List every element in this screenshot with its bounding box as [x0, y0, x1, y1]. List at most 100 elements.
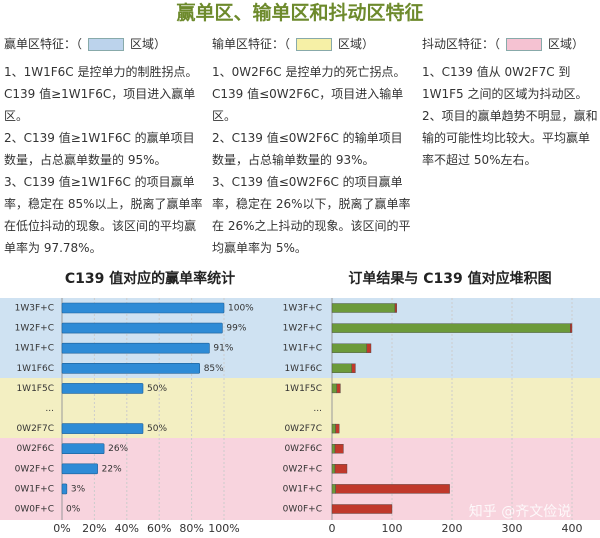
bar [61, 423, 144, 434]
bar-segment [331, 363, 352, 373]
bar-segment [331, 423, 336, 434]
zone-suffix: 区域） [548, 37, 585, 51]
bar-segment [331, 444, 336, 454]
x-tick-label: 300 [502, 522, 523, 535]
bar-segment [336, 383, 341, 394]
y-tick-label: 1W1F+C [283, 344, 322, 354]
bar-segment [331, 484, 336, 494]
x-tick-label: 400 [562, 522, 583, 535]
y-tick-label: ... [313, 404, 322, 414]
bar-segment [331, 343, 367, 353]
bar-segment [331, 464, 336, 474]
zone-column: 抖动区特征：（ 区域） 1、C139 值从 0W2F7C 到 1W1F5 之间的区域… [422, 33, 598, 171]
bar-segment [331, 303, 396, 313]
value-label: 91% [213, 344, 233, 354]
bar [61, 443, 105, 455]
bar [61, 463, 98, 475]
zone-swatch [296, 38, 333, 51]
x-tick-label: 20% [82, 522, 106, 535]
bar [61, 342, 210, 354]
x-tick-label: 60% [147, 522, 171, 535]
value-label: 26% [108, 444, 128, 454]
zone-item: 1、1W1F6C 是控单力的制胜拐点。C139 值≥1W1F6C，项目进入赢单区… [4, 65, 198, 123]
chart-title: 订单结果与 C139 值对应堆积图 [348, 270, 551, 287]
zone-label: 赢单区特征：（ [4, 37, 83, 51]
zone-item: 3、C139 值≥1W1F6C 的项目赢单率，稳定在 85%以上，脱离了赢单率在… [4, 175, 203, 255]
bar-segment [351, 363, 356, 373]
zone-header: 赢单区特征：（ 区域） [4, 33, 204, 55]
bar-segment [335, 484, 450, 494]
y-tick-label: 1W3F+C [15, 304, 54, 314]
bar-segment [570, 323, 573, 333]
y-tick-label: 0W0F+C [283, 505, 322, 515]
zone-item: 1、0W2F6C 是控单力的死亡拐点。C139 值≤0W2F6C，项目进入输单区… [212, 65, 406, 123]
y-tick-label: 0W2F7C [284, 424, 322, 434]
y-tick-label: 1W2F+C [283, 324, 322, 334]
value-label: 22% [102, 464, 122, 474]
y-tick-label: 0W0F+C [15, 505, 54, 515]
y-tick-label: 1W1F5C [284, 384, 322, 394]
watermark: 知乎 @齐文俭说 [469, 503, 571, 520]
x-tick-label: 40% [115, 522, 139, 535]
zone-label: 抖动区特征：（ [422, 37, 501, 51]
y-tick-label: 1W3F+C [283, 304, 322, 314]
bar-segment [394, 303, 397, 313]
y-tick-label: 0W2F+C [283, 464, 322, 474]
value-label: 100% [228, 304, 254, 314]
bar-segment [331, 504, 393, 514]
zone-suffix: 区域） [338, 37, 375, 51]
y-tick-label: 1W1F6C [16, 364, 54, 374]
y-tick-label: 1W1F6C [284, 364, 322, 374]
zone-column: 输单区特征：（ 区域） 1、0W2F6C 是控单力的死亡拐点。C139 值≤0W2F… [212, 33, 412, 259]
y-tick-label: 1W1F+C [15, 344, 54, 354]
zone-suffix: 区域） [130, 37, 167, 51]
value-label: 85% [204, 364, 224, 374]
bar-segment [331, 383, 338, 394]
bar-segment [366, 343, 372, 353]
x-tick-label: 100 [382, 522, 403, 535]
bar-segment [334, 464, 348, 474]
y-tick-label: 1W2F+C [15, 324, 54, 334]
zone-header: 输单区特征：（ 区域） [212, 33, 412, 55]
bar [61, 383, 144, 394]
y-tick-label: 0W2F6C [16, 444, 54, 454]
value-label: 50% [147, 424, 167, 434]
zone-column: 赢单区特征：（ 区域） 1、1W1F6C 是控单力的制胜拐点。C139 值≥1W1F… [4, 33, 204, 259]
x-tick-label: 100% [208, 522, 239, 535]
zone-item: 1、C139 值从 0W2F7C 到 1W1F5 之间的区域为抖动区。 [422, 65, 588, 101]
bar [61, 483, 68, 495]
y-tick-label: 0W1F+C [15, 484, 54, 494]
bar-segment [335, 423, 340, 434]
x-tick-label: 0 [329, 522, 336, 535]
x-tick-label: 0% [53, 522, 70, 535]
zone-swatch [88, 38, 125, 51]
value-label: 50% [147, 384, 167, 394]
zone-item: 3、C139 值≤0W2F6C 的项目赢单率，稳定在 26%以下，脱离了赢单率在… [212, 175, 411, 255]
zone-header: 抖动区特征：（ 区域） [422, 33, 598, 55]
bar-segment [331, 323, 571, 333]
bar [61, 302, 225, 314]
value-label: 99% [226, 324, 246, 334]
chart-title: C139 值对应的赢单率统计 [65, 270, 235, 287]
page-title: 赢单区、输单区和抖动区特征 [176, 2, 424, 24]
value-label: 3% [71, 484, 86, 494]
y-tick-label: 0W1F+C [283, 484, 322, 494]
zone-item: 2、C139 值≥1W1F6C 的赢单项目数量，占总赢单数量的 95%。 [4, 131, 195, 167]
bar-segment [334, 444, 344, 454]
zone-item: 2、C139 值≤0W2F6C 的输单项目数量，占总输单数量的 93%。 [212, 131, 403, 167]
y-tick-label: 0W2F+C [15, 464, 54, 474]
bar [61, 322, 223, 334]
zone-item: 2、项目的赢单趋势不明显，赢和输的可能性均比较大。平均赢单率不超过 50%左右。 [422, 109, 598, 167]
y-tick-label: 0W2F6C [284, 444, 322, 454]
x-tick-label: 80% [179, 522, 203, 535]
zone-label: 输单区特征：（ [212, 37, 291, 51]
bar [61, 362, 200, 374]
x-tick-label: 200 [442, 522, 463, 535]
zone-swatch [506, 38, 543, 51]
value-label: 0% [66, 505, 81, 515]
y-tick-label: ... [45, 404, 54, 414]
y-tick-label: 0W2F7C [16, 424, 54, 434]
y-tick-label: 1W1F5C [16, 384, 54, 394]
